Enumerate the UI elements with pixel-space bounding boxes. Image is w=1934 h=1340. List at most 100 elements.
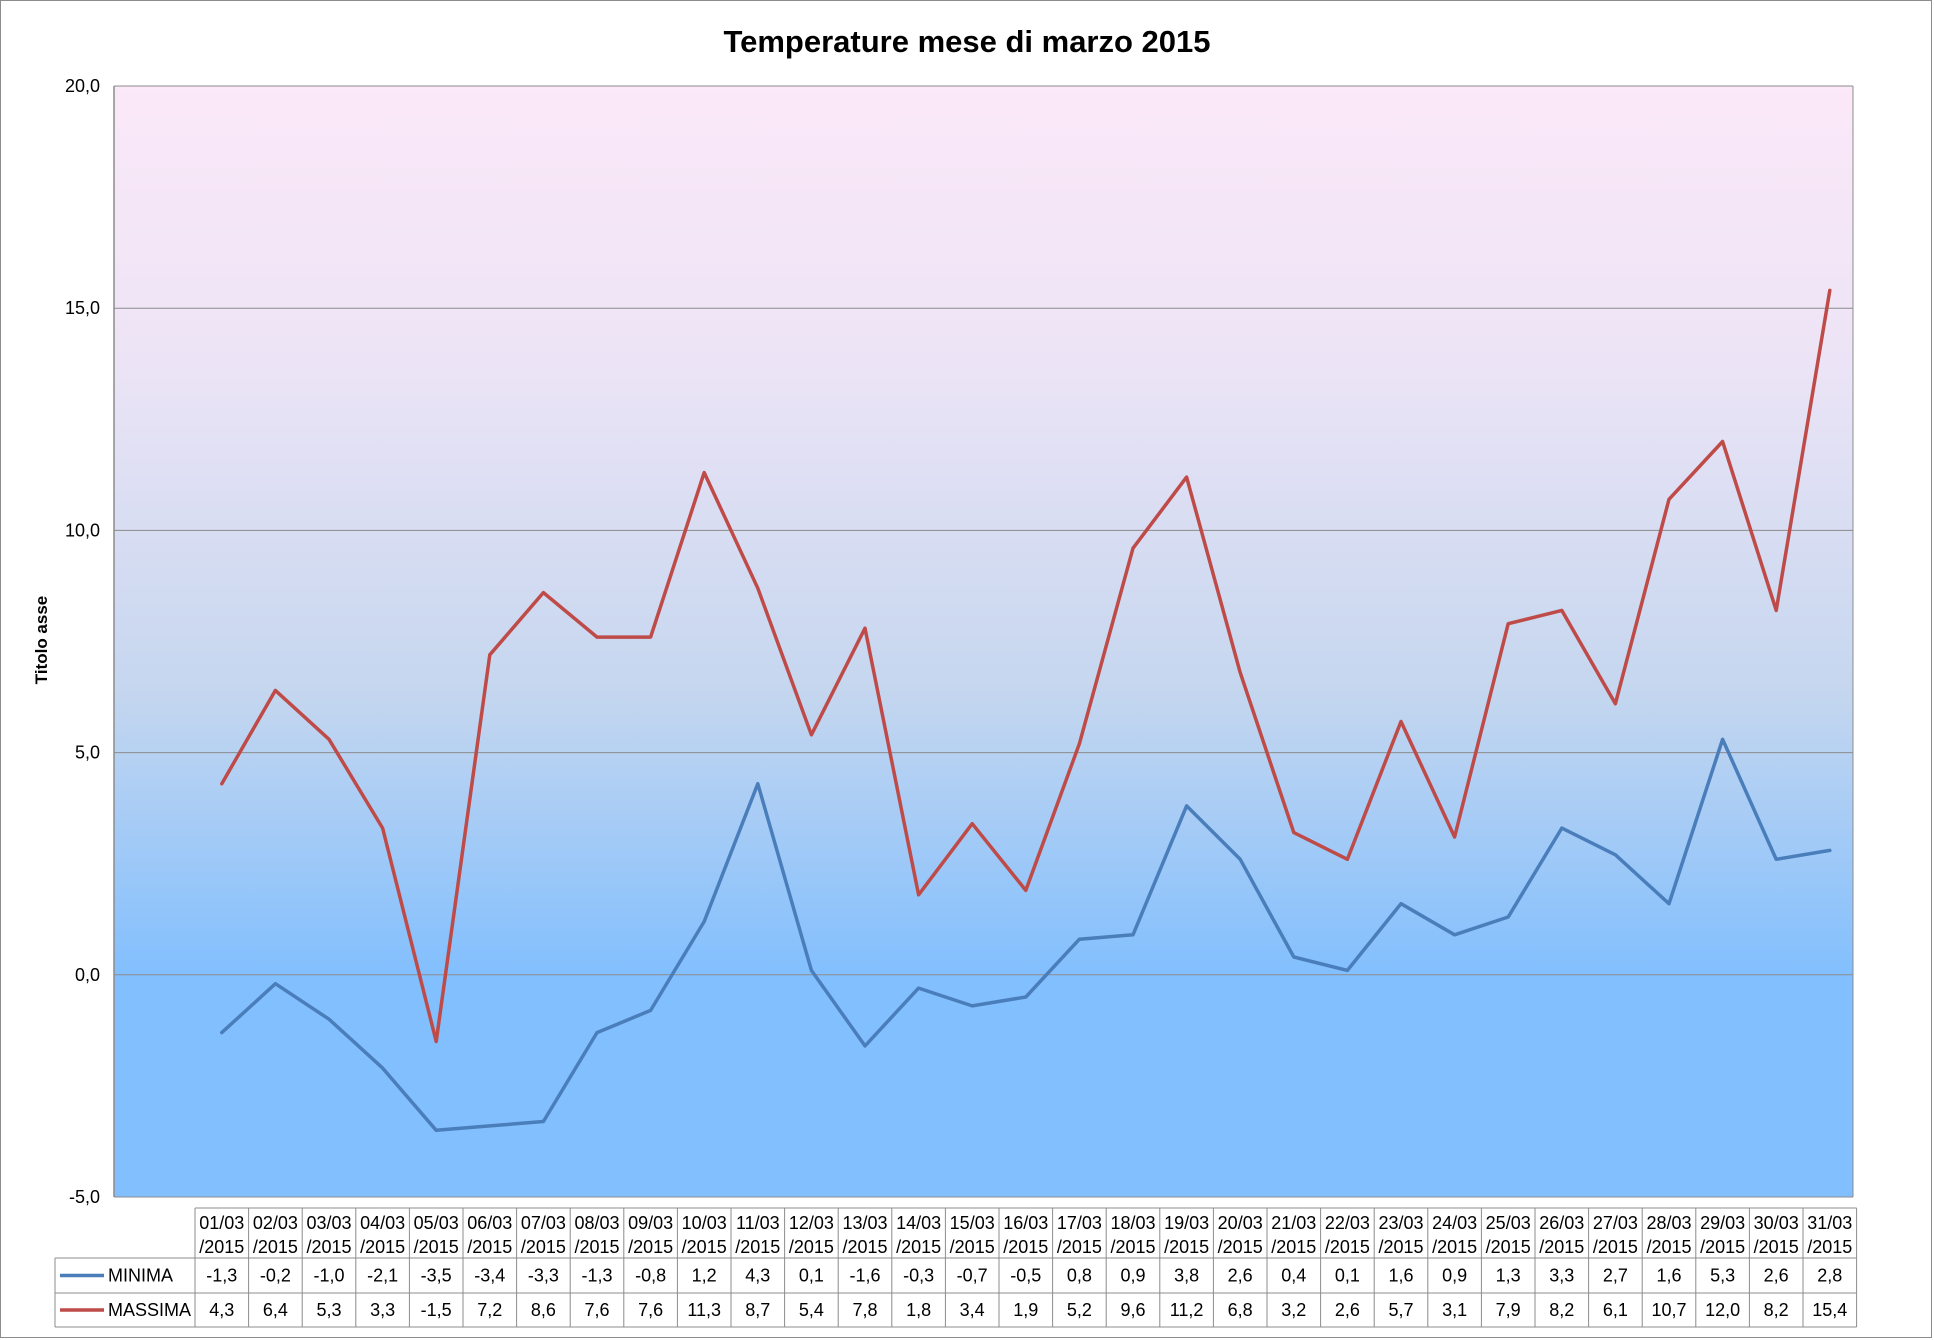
date-label: 29/03 [1700, 1213, 1745, 1233]
table-value: 3,1 [1442, 1300, 1467, 1320]
table-value: -1,3 [206, 1266, 237, 1286]
date-label: 13/03 [842, 1213, 887, 1233]
date-label: 20/03 [1218, 1213, 1263, 1233]
date-label: 07/03 [521, 1213, 566, 1233]
table-value: 0,9 [1120, 1266, 1145, 1286]
date-label-year: /2015 [253, 1237, 298, 1257]
date-label-year: /2015 [1218, 1237, 1263, 1257]
date-label: 27/03 [1593, 1213, 1638, 1233]
date-label: 01/03 [199, 1213, 244, 1233]
table-value: -1,3 [581, 1266, 612, 1286]
date-label: 21/03 [1271, 1213, 1316, 1233]
y-axis-title: Titolo asse [32, 596, 51, 685]
table-value: 1,9 [1013, 1300, 1038, 1320]
table-value: -1,0 [313, 1266, 344, 1286]
table-value: -1,5 [421, 1300, 452, 1320]
date-label-year: /2015 [1164, 1237, 1209, 1257]
table-value: 11,3 [687, 1300, 721, 1320]
date-label-year: /2015 [1378, 1237, 1423, 1257]
date-label: 10/03 [682, 1213, 727, 1233]
table-value: 5,3 [1710, 1266, 1735, 1286]
table-value: 0,9 [1442, 1266, 1467, 1286]
table-value: -3,3 [528, 1266, 559, 1286]
date-label-year: /2015 [1271, 1237, 1316, 1257]
table-value: 2,6 [1228, 1266, 1253, 1286]
table-value: 11,2 [1170, 1300, 1204, 1320]
date-label: 25/03 [1486, 1213, 1531, 1233]
date-label-year: /2015 [360, 1237, 405, 1257]
table-value: 1,8 [906, 1300, 931, 1320]
table-value: 10,7 [1651, 1300, 1686, 1320]
table-value: 8,2 [1764, 1300, 1789, 1320]
table-value: 0,4 [1281, 1266, 1306, 1286]
date-label: 12/03 [789, 1213, 834, 1233]
date-label-year: /2015 [1486, 1237, 1531, 1257]
table-value: 7,2 [477, 1300, 502, 1320]
data-table: 01/03/2015 02/03/2015 03/03/2015 04/03/2015… [54, 1207, 1858, 1328]
table-value: -0,7 [957, 1266, 988, 1286]
date-label-year: /2015 [574, 1237, 619, 1257]
date-label-year: /2015 [1646, 1237, 1691, 1257]
series-line-minima [220, 737, 1832, 1133]
date-label-year: /2015 [199, 1237, 244, 1257]
table-value: 5,2 [1067, 1300, 1092, 1320]
date-label: 08/03 [574, 1213, 619, 1233]
date-label-year: /2015 [1432, 1237, 1477, 1257]
date-label-year: /2015 [467, 1237, 512, 1257]
table-value: 8,2 [1549, 1300, 1574, 1320]
legend-label-minima: MINIMA [108, 1266, 173, 1286]
date-label: 05/03 [414, 1213, 459, 1233]
date-label: 04/03 [360, 1213, 405, 1233]
y-tick-label: 15,0 [65, 298, 100, 318]
table-value: 15,4 [1812, 1300, 1847, 1320]
table-value: 2,7 [1603, 1266, 1628, 1286]
table-value: 2,6 [1764, 1266, 1789, 1286]
date-label: 24/03 [1432, 1213, 1477, 1233]
y-tick-labels: -5,0 0,0 5,0 10,0 15,0 20,0 [65, 76, 100, 1207]
date-label-year: /2015 [1057, 1237, 1102, 1257]
date-label: 06/03 [467, 1213, 512, 1233]
date-label: 14/03 [896, 1213, 941, 1233]
table-value: 12,0 [1705, 1300, 1740, 1320]
table-value: 0,1 [1335, 1266, 1360, 1286]
date-label: 19/03 [1164, 1213, 1209, 1233]
date-label-year: /2015 [735, 1237, 780, 1257]
table-value: 8,7 [745, 1300, 770, 1320]
date-label-year: /2015 [306, 1237, 351, 1257]
table-value: 6,1 [1603, 1300, 1628, 1320]
table-value: 2,8 [1817, 1266, 1842, 1286]
date-label: 02/03 [253, 1213, 298, 1233]
table-value: 9,6 [1120, 1300, 1145, 1320]
table-value: -3,5 [421, 1266, 452, 1286]
date-label-year: /2015 [950, 1237, 995, 1257]
table-value: -0,2 [260, 1266, 291, 1286]
table-value: 1,6 [1388, 1266, 1413, 1286]
table-value: 1,6 [1656, 1266, 1681, 1286]
table-value: 6,8 [1228, 1300, 1253, 1320]
table-value: -0,8 [635, 1266, 666, 1286]
date-label: 11/03 [736, 1213, 780, 1233]
date-label-year: /2015 [414, 1237, 459, 1257]
date-label-year: /2015 [1539, 1237, 1584, 1257]
table-value: 5,3 [316, 1300, 341, 1320]
table-value: 0,1 [799, 1266, 824, 1286]
date-label: 18/03 [1110, 1213, 1155, 1233]
table-value: 7,6 [584, 1300, 609, 1320]
date-label-year: /2015 [1754, 1237, 1799, 1257]
table-value: 7,9 [1496, 1300, 1521, 1320]
table-value: -1,6 [849, 1266, 880, 1286]
y-tick-label: 0,0 [75, 965, 100, 985]
y-tick-label: 5,0 [75, 743, 100, 763]
table-value: 7,8 [852, 1300, 877, 1320]
y-tick-label: 10,0 [65, 520, 100, 540]
date-label: 09/03 [628, 1213, 673, 1233]
grid-lines [114, 85, 1854, 1198]
table-value: 8,6 [531, 1300, 556, 1320]
table-value: -3,4 [474, 1266, 505, 1286]
date-label-year: /2015 [1807, 1237, 1852, 1257]
table-value: 3,4 [960, 1300, 985, 1320]
date-label: 15/03 [950, 1213, 995, 1233]
date-label-year: /2015 [521, 1237, 566, 1257]
date-label-year: /2015 [682, 1237, 727, 1257]
